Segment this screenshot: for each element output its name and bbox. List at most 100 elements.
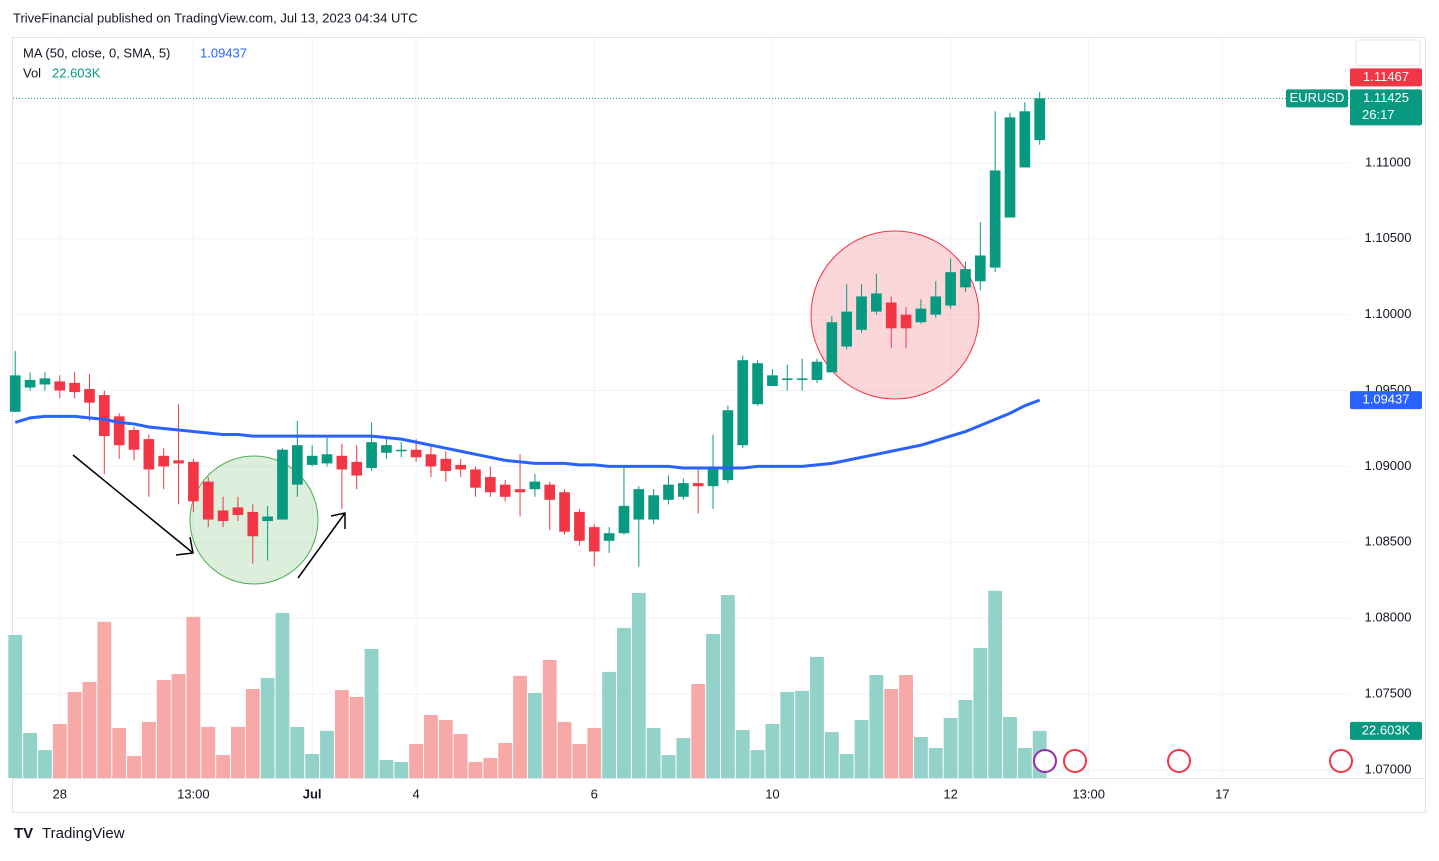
- vol-legend-value: 22.603K: [52, 65, 101, 80]
- volume-bar: [676, 737, 691, 778]
- volume-bar: [661, 755, 676, 778]
- y-tick-label: 1.10000: [1365, 306, 1412, 321]
- volume-bar: [691, 683, 706, 778]
- candle-body: [1034, 98, 1046, 141]
- candle-body: [202, 481, 214, 520]
- candle-body: [871, 293, 882, 312]
- volume-bar: [171, 673, 186, 778]
- candle-body: [678, 483, 689, 497]
- volume-bar: [483, 757, 498, 778]
- volume-bar: [928, 747, 943, 778]
- volume-bar: [112, 727, 127, 778]
- candle-body: [217, 510, 229, 522]
- frame: [12, 37, 1426, 813]
- volume-bar: [186, 616, 201, 778]
- volume-bar: [424, 715, 438, 778]
- volume-bar: [884, 688, 899, 778]
- candle-body: [188, 461, 199, 502]
- volume-bar: [557, 721, 572, 778]
- candle-body: [113, 416, 125, 446]
- ma-tag: [1350, 391, 1422, 410]
- volume-bar: [839, 754, 854, 778]
- candle-body: [1019, 111, 1031, 168]
- candle-body: [410, 449, 422, 458]
- volume-bar: [231, 726, 245, 778]
- candle-body: [588, 527, 600, 552]
- candle-body: [945, 272, 956, 306]
- volume-bar: [379, 760, 394, 778]
- candle-body: [648, 495, 660, 520]
- volume-bar: [409, 744, 424, 778]
- volume-bar: [810, 656, 824, 778]
- volume-bar: [720, 594, 735, 778]
- candle-body: [173, 460, 184, 464]
- volume-bar: [201, 726, 216, 778]
- candle-body: [989, 170, 1001, 268]
- candle-body: [395, 449, 407, 452]
- volume-bar: [37, 750, 52, 778]
- volume-bar: [735, 730, 750, 778]
- header: TriveFinancial published on TradingView.…: [13, 10, 418, 25]
- x-tick-label: Jul: [303, 786, 322, 801]
- volume-bar: [141, 721, 156, 778]
- candle-body: [54, 381, 66, 391]
- volume-bar: [854, 720, 869, 778]
- candle-body: [529, 481, 541, 490]
- volume-bar: [943, 717, 958, 778]
- candle-body: [514, 489, 526, 493]
- price-tag-label: 1.11425: [1363, 90, 1409, 105]
- x-tick-label: 4: [412, 786, 419, 801]
- volume-bar: [973, 647, 988, 778]
- high-tag-label: 1.11467: [1363, 69, 1409, 84]
- volume-bar: [468, 761, 483, 778]
- candle-body: [143, 439, 155, 470]
- volume-bar: [587, 727, 602, 778]
- ma-line: [14, 398, 1041, 470]
- candle-body: [9, 375, 21, 412]
- volume-bar: [349, 696, 364, 778]
- annotation-arrow: [72, 454, 346, 579]
- candle-body: [277, 449, 288, 520]
- volume-bar: [334, 690, 349, 778]
- scale-button[interactable]: [1355, 39, 1421, 67]
- candle-body: [24, 379, 36, 388]
- y-tick-label: 1.10500: [1365, 230, 1412, 245]
- candle-body: [484, 477, 496, 493]
- ma-legend: MA (50, close, 0, SMA, 5): [23, 45, 170, 60]
- volume-bar: [260, 677, 275, 778]
- candle-body: [291, 445, 303, 485]
- candle-body: [633, 489, 645, 520]
- candle-body: [158, 455, 170, 467]
- candle-body: [84, 389, 95, 403]
- x-tick-label: 17: [1215, 786, 1229, 801]
- candle-body: [262, 516, 273, 522]
- vol-tag: [1350, 721, 1422, 740]
- x-tick-label: 12: [943, 786, 957, 801]
- candle-body: [781, 378, 793, 380]
- volume-bar: [156, 680, 171, 778]
- candle-body: [39, 378, 51, 385]
- volume-bar: [899, 675, 913, 778]
- candle-body: [722, 410, 734, 481]
- candle-body: [796, 378, 808, 380]
- candle-body: [544, 484, 556, 500]
- volume-bar: [869, 675, 884, 778]
- volume-bar: [795, 690, 810, 778]
- y-tick-label: 1.09000: [1365, 458, 1412, 473]
- candle-body: [1004, 117, 1016, 218]
- candle-body: [692, 483, 704, 487]
- candle-body: [826, 322, 838, 373]
- candle-body: [767, 375, 778, 386]
- volume-bar: [750, 750, 765, 778]
- x-tick-label: 6: [591, 786, 598, 801]
- y-tick-label: 1.08500: [1365, 534, 1412, 549]
- price-tag: [1350, 89, 1422, 126]
- volume-bar: [127, 755, 141, 778]
- volume-bar: [824, 731, 839, 778]
- candle-body: [841, 311, 853, 347]
- candle-body: [811, 361, 823, 380]
- volume-bar: [646, 727, 661, 778]
- volume-bar: [245, 688, 260, 778]
- volume-bar: [958, 700, 973, 778]
- candle-body: [499, 484, 511, 497]
